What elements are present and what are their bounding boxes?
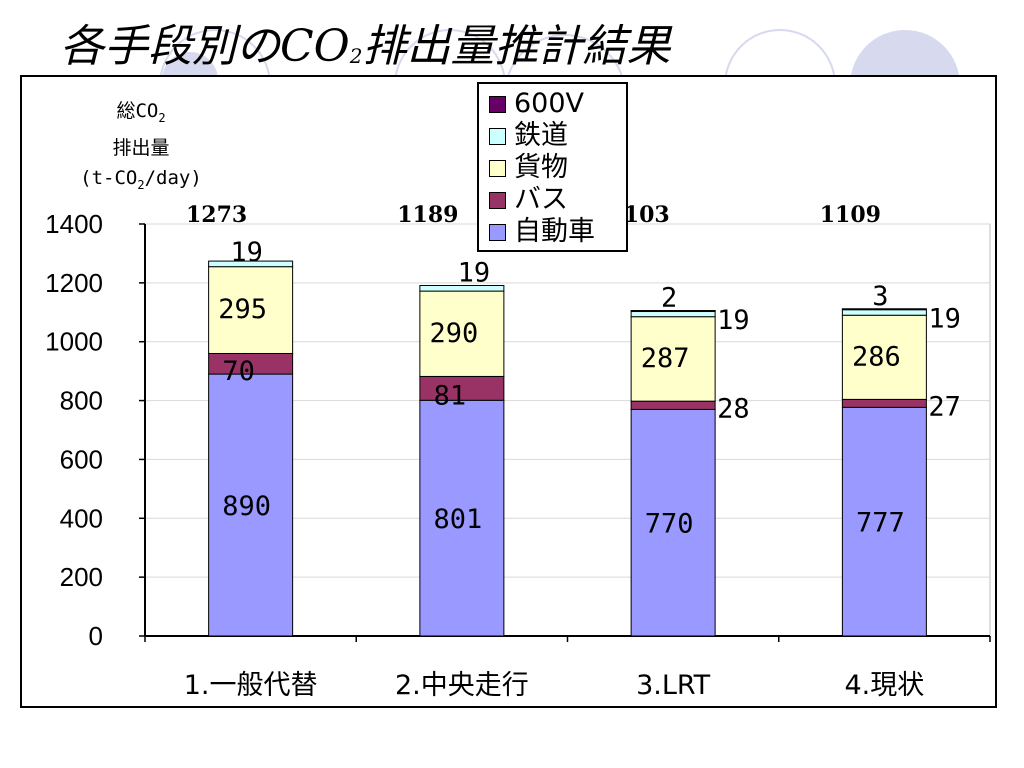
- legend-swatch: [489, 95, 506, 113]
- legend-label: 600V: [514, 88, 585, 119]
- legend-label: 貨物: [514, 152, 568, 183]
- data-labels: 1273890702951911898018129019110377028287…: [186, 202, 961, 540]
- bar-segment: [208, 266, 294, 354]
- y-tick-label: 600: [60, 444, 103, 474]
- x-tick-label: 3.LRT: [636, 670, 711, 701]
- legend-swatch: [489, 191, 506, 209]
- data-label: 287: [641, 343, 690, 374]
- legend-swatch: [489, 127, 506, 145]
- legend-swatch: [489, 159, 506, 177]
- bar-segment: [208, 260, 294, 268]
- data-label: 27: [928, 391, 961, 422]
- legend-label: 自動車: [514, 216, 595, 247]
- data-label: 286: [852, 341, 901, 372]
- bar-segment: [630, 316, 716, 402]
- data-label: 801: [433, 504, 482, 535]
- bar-segment: [841, 398, 927, 408]
- y-tick-label: 400: [60, 503, 103, 533]
- y-tick-label: 800: [60, 386, 103, 416]
- y-tick-label: 1200: [45, 268, 103, 298]
- data-label: 777: [856, 508, 905, 539]
- data-label: 290: [429, 318, 478, 349]
- data-label: 70: [222, 356, 255, 387]
- total-label: 1109: [820, 202, 881, 228]
- legend-label: 鉄道: [514, 120, 568, 151]
- axes: 0 200 400 600 800 1000 1200 1400 1.一般代替 2.中央走行 3.L…: [45, 209, 991, 701]
- data-label: 81: [434, 380, 467, 411]
- bar-segment: [630, 400, 716, 410]
- data-label: 3: [872, 281, 888, 312]
- y-tick-label: 1000: [45, 327, 103, 357]
- y-tick-label: 0: [89, 621, 103, 651]
- bar-segment: [419, 285, 505, 292]
- data-label: 770: [645, 509, 694, 540]
- bar-segment: [630, 310, 716, 313]
- legend-item: 貨物: [489, 152, 626, 184]
- legend-label: バス: [514, 184, 568, 215]
- total-label: 1189: [397, 202, 458, 228]
- bar-segment: [630, 408, 716, 637]
- total-label: 1273: [186, 202, 247, 228]
- x-tick-label: 2.中央走行: [395, 670, 529, 701]
- legend-item: 自動車: [489, 216, 626, 248]
- bar-segment: [208, 373, 294, 637]
- data-label: 19: [928, 304, 961, 335]
- data-label: 28: [717, 393, 750, 424]
- legend-item: バス: [489, 184, 626, 216]
- legend-swatch: [489, 223, 506, 241]
- x-tick-label: 4.現状: [844, 670, 924, 701]
- y-tick-label: 200: [60, 562, 103, 592]
- data-label: 19: [717, 305, 750, 336]
- bars: [208, 260, 927, 637]
- chart-legend: 600V 鉄道 貨物 バス 自動車: [477, 82, 628, 252]
- bar-segment: [841, 308, 927, 311]
- data-label: 2: [661, 283, 677, 314]
- data-label: 295: [218, 294, 267, 325]
- bar-segment: [841, 314, 927, 400]
- bar-segment: [419, 399, 505, 637]
- y-tick-label: 1400: [45, 209, 103, 239]
- legend-item: 鉄道: [489, 120, 626, 152]
- legend-item: 600V: [489, 88, 626, 120]
- bar-segment: [841, 406, 927, 637]
- data-label: 19: [458, 258, 491, 289]
- slide-title: 各手段別のCO2排出量推計結果: [60, 21, 671, 72]
- x-tick-label: 1.一般代替: [184, 670, 318, 701]
- y-axis-unit-label: 総CO2 排出量 (t-CO2/day): [80, 100, 202, 192]
- data-label: 890: [222, 491, 271, 522]
- data-label: 19: [230, 237, 263, 268]
